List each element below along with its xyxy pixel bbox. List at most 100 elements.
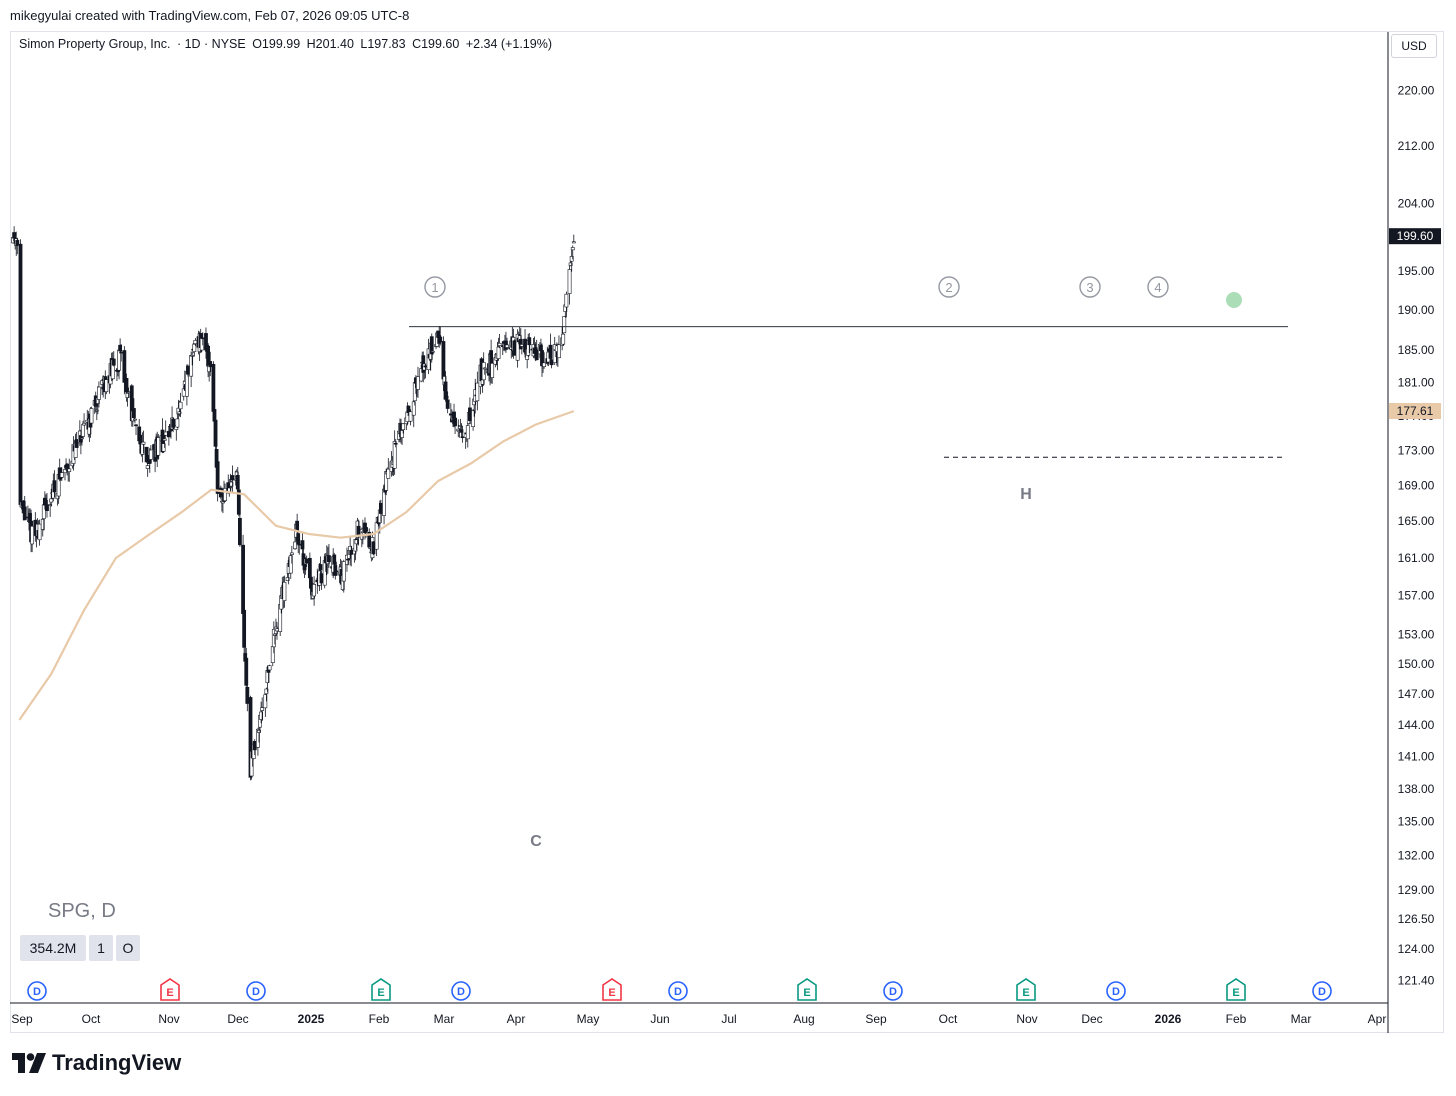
candle-body: [497, 342, 502, 346]
indicator-pill-o[interactable]: O: [116, 935, 140, 961]
candle-body: [540, 350, 544, 367]
candle-body: [30, 525, 35, 545]
candle-body: [419, 368, 424, 382]
candle-body: [460, 436, 465, 439]
candle-body: [443, 381, 448, 400]
candle-body: [49, 498, 54, 503]
price-tick-label: 195.00: [1398, 264, 1435, 278]
candle-body: [564, 293, 569, 308]
earnings-marker-icon: [602, 978, 622, 1001]
candle-body: [512, 340, 517, 356]
time-tick-label: Oct: [939, 1012, 958, 1026]
candle-body: [527, 337, 532, 346]
ma-value-badge-text: 177.61: [1397, 404, 1434, 418]
candle-body: [568, 262, 573, 266]
candle-body: [40, 519, 45, 530]
price-tick-label: 212.00: [1398, 139, 1435, 153]
price-tick-label: 138.00: [1398, 782, 1435, 796]
currency-button[interactable]: USD: [1391, 34, 1437, 58]
candle-body: [256, 728, 260, 748]
last-price-badge: [1389, 228, 1441, 245]
dividend-marker-label: D: [252, 986, 260, 998]
tradingview-logo[interactable]: TradingView: [12, 1050, 181, 1076]
last-price-badge-text: 199.60: [1397, 229, 1434, 243]
candle-body: [12, 232, 17, 239]
time-tick-label: Feb: [369, 1012, 390, 1026]
candle-body: [223, 488, 227, 502]
price-tick-label: 121.40: [1398, 974, 1435, 988]
symbol-legend[interactable]: Simon Property Group, Inc. · 1D · NYSE O…: [19, 37, 555, 51]
candle-body: [289, 552, 294, 556]
candle-body: [542, 362, 547, 367]
candle-body: [561, 333, 566, 345]
dividend-marker-icon: [451, 981, 471, 1001]
price-tick-label: 220.00: [1398, 83, 1435, 97]
candle-body: [406, 405, 411, 414]
price-tick-label: 132.00: [1398, 848, 1435, 862]
ma-value-badge: [1389, 402, 1441, 419]
candle-body: [346, 558, 350, 561]
candle-body: [119, 351, 124, 354]
candle-body: [356, 525, 361, 536]
candle-body: [213, 419, 218, 447]
candle-body: [312, 584, 317, 597]
candle-body: [297, 543, 302, 546]
candle-body: [423, 365, 428, 368]
candle-body: [496, 346, 501, 359]
candle-body: [186, 365, 190, 375]
candle-body: [230, 475, 235, 481]
price-tick-label: 135.00: [1398, 815, 1435, 829]
candle-body: [236, 489, 241, 515]
candle-body: [371, 541, 376, 555]
candle-body: [333, 565, 338, 576]
candle-body: [48, 504, 53, 506]
candle-body: [505, 344, 509, 348]
candle-body: [144, 446, 149, 463]
price-tick-label: 204.00: [1398, 197, 1435, 211]
dividend-marker-icon: [1106, 981, 1126, 1001]
candle-body: [118, 344, 123, 352]
candle-body: [260, 707, 265, 711]
candle-body: [244, 657, 249, 686]
price-tick-label: 124.00: [1398, 942, 1435, 956]
candle-body: [408, 411, 413, 422]
candle-body: [288, 555, 293, 574]
candle-body: [282, 581, 287, 601]
dividend-marker-label: D: [457, 986, 465, 998]
candle-body: [162, 438, 167, 441]
price-tick-label: 181.00: [1398, 376, 1435, 390]
candle-body: [18, 243, 23, 505]
candle-body: [161, 443, 166, 452]
earnings-marker-label: E: [608, 987, 615, 999]
breakout-highlight: [1226, 292, 1242, 308]
candle-body: [193, 340, 198, 345]
candle-body: [163, 431, 168, 436]
candle-body: [192, 343, 197, 352]
time-tick-label: Oct: [82, 1012, 101, 1026]
candle-body: [393, 442, 398, 445]
candle-body: [160, 429, 165, 453]
dividend-marker-icon: [27, 981, 47, 1001]
time-tick-label: Dec: [227, 1012, 248, 1026]
candle-body: [562, 316, 567, 334]
candle-body: [94, 409, 99, 412]
candle-body: [304, 558, 309, 563]
candle-body: [104, 379, 109, 393]
candle-body: [52, 480, 57, 493]
candle-body: [468, 407, 472, 422]
candle-body: [177, 411, 182, 415]
candle-body: [400, 430, 404, 438]
candle-body: [122, 350, 127, 383]
candle-body: [271, 629, 276, 648]
indicator-pill-1[interactable]: 1: [89, 935, 113, 961]
price-tick-label: 165.00: [1398, 514, 1435, 528]
candle-body: [519, 344, 524, 347]
earnings-marker-label: E: [1022, 987, 1029, 999]
candle-body: [548, 344, 553, 359]
price-tick-label: 173.00: [1398, 443, 1435, 457]
volume-pill[interactable]: 354.2M: [20, 935, 86, 961]
price-tick-label: 169.00: [1398, 478, 1435, 492]
ohlc-high: H201.40: [306, 37, 354, 51]
candle-body: [296, 533, 301, 545]
